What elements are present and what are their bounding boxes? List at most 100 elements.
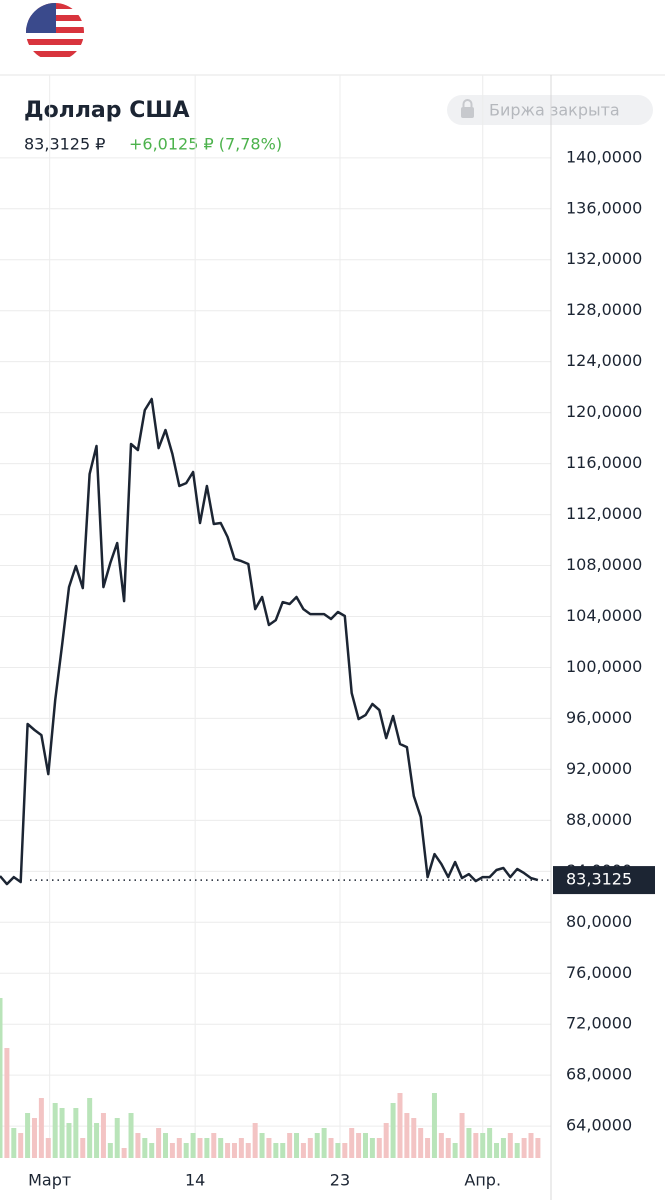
volume-bar	[245, 1143, 251, 1158]
volume-bar	[287, 1133, 293, 1158]
x-tick-label: Март	[28, 1171, 71, 1190]
y-tick-label: 100,0000	[566, 657, 642, 676]
volume-bar	[494, 1143, 500, 1158]
volume-bar	[356, 1133, 362, 1158]
volume-bar	[45, 1138, 51, 1158]
volume-bar	[321, 1128, 327, 1158]
volume-bar	[280, 1143, 286, 1158]
status-badge	[447, 95, 653, 125]
volume-bar	[31, 1118, 37, 1158]
volume-bar	[0, 998, 3, 1158]
volume-bar	[528, 1133, 534, 1158]
volume-bar	[80, 1138, 86, 1158]
volume-bar	[149, 1143, 155, 1158]
volume-bar	[218, 1138, 224, 1158]
volume-bar	[514, 1143, 520, 1158]
volume-bar	[273, 1143, 279, 1158]
last-price-box	[553, 866, 655, 895]
volume-bar	[314, 1133, 320, 1158]
volume-bar	[362, 1133, 368, 1158]
volume-bar	[4, 1048, 10, 1158]
volume-bar	[100, 1113, 106, 1158]
y-tick-label: 120,0000	[566, 402, 642, 421]
volume-bar	[73, 1108, 79, 1158]
volume-bar	[169, 1143, 175, 1158]
volume-bar	[121, 1148, 127, 1158]
x-tick-label: 23	[330, 1171, 350, 1190]
volume-bar	[425, 1138, 431, 1158]
volume-bar	[114, 1118, 120, 1158]
y-tick-label: 68,0000	[566, 1065, 632, 1084]
y-tick-label: 92,0000	[566, 759, 632, 778]
volume-bar	[500, 1138, 506, 1158]
y-tick-label: 128,0000	[566, 300, 642, 319]
volume-bar	[376, 1138, 382, 1158]
y-tick-label: 96,0000	[566, 708, 632, 727]
volume-bar	[369, 1138, 375, 1158]
volume-bar	[397, 1093, 403, 1158]
y-tick-label: 124,0000	[566, 351, 642, 370]
volume-bar	[328, 1138, 334, 1158]
last-price-label: 83,3125	[566, 870, 632, 889]
y-tick-label: 132,0000	[566, 249, 642, 268]
volume-bar	[349, 1128, 355, 1158]
volume-bar	[18, 1133, 24, 1158]
volume-bar	[438, 1133, 444, 1158]
volume-bar	[473, 1133, 479, 1158]
volume-bar	[87, 1098, 93, 1158]
y-tick-label: 136,0000	[566, 198, 642, 217]
volume-bar	[266, 1138, 272, 1158]
volume-bar	[294, 1133, 300, 1158]
y-tick-label: 112,0000	[566, 504, 642, 523]
volume-bar	[390, 1103, 396, 1158]
volume-bar	[335, 1143, 341, 1158]
volume-bar	[300, 1143, 306, 1158]
volume-bar	[25, 1113, 31, 1158]
volume-bar	[176, 1138, 182, 1158]
volume-bar	[466, 1128, 472, 1158]
volume-bar	[66, 1123, 72, 1158]
volume-bar	[59, 1108, 65, 1158]
y-tick-label: 104,0000	[566, 606, 642, 625]
price: 83,3125 ₽	[24, 135, 105, 154]
y-tick-label: 80,0000	[566, 912, 632, 931]
volume-bar	[211, 1133, 217, 1158]
y-tick-label: 116,0000	[566, 453, 642, 472]
volume-bar	[190, 1133, 196, 1158]
volume-bar	[135, 1133, 141, 1158]
volume-bar	[225, 1143, 231, 1158]
volume-bar	[231, 1143, 237, 1158]
volume-bar	[11, 1128, 17, 1158]
y-tick-label: 88,0000	[566, 810, 632, 829]
volume-bar	[94, 1123, 100, 1158]
y-tick-label: 76,0000	[566, 963, 632, 982]
volume-bar	[418, 1128, 424, 1158]
y-tick-label: 72,0000	[566, 1014, 632, 1033]
volume-bar	[521, 1138, 527, 1158]
price-line	[0, 397, 539, 886]
volume-bar	[38, 1098, 44, 1158]
volume-bar	[163, 1133, 169, 1158]
volume-bar	[204, 1138, 210, 1158]
volume-bar	[411, 1118, 417, 1158]
x-tick-label: Апр.	[464, 1171, 501, 1190]
volume-bar	[535, 1138, 541, 1158]
volume-bar	[507, 1133, 513, 1158]
volume-bar	[52, 1103, 58, 1158]
volume-bar	[128, 1113, 134, 1158]
x-tick-label: 14	[185, 1171, 205, 1190]
lock-icon	[461, 99, 474, 118]
volume-bar	[452, 1143, 458, 1158]
volume-bar	[307, 1138, 313, 1158]
volume-bar	[259, 1133, 265, 1158]
asset-title: Доллар США	[24, 98, 190, 123]
y-tick-label: 140,0000	[566, 147, 642, 166]
y-tick-label: 108,0000	[566, 555, 642, 574]
volume-bar	[445, 1138, 451, 1158]
volume-bar	[183, 1143, 189, 1158]
volume-bar	[487, 1128, 493, 1158]
volume-bar	[156, 1128, 162, 1158]
volume-bar	[142, 1138, 148, 1158]
volume-bar	[431, 1093, 437, 1158]
